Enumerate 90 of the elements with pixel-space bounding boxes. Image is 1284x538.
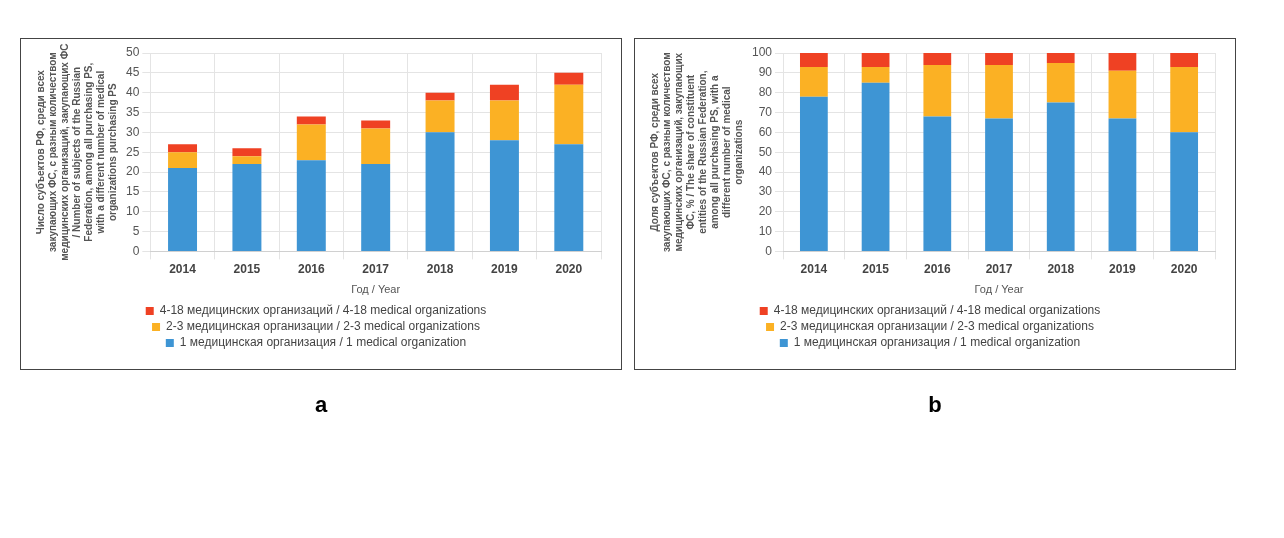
x-tick-label: 2018	[426, 261, 454, 276]
bar	[168, 168, 198, 251]
legend-label: 4-18 медицинских организаций / 4-18 medical organizations	[159, 303, 487, 318]
bar	[489, 100, 519, 141]
bar	[985, 53, 1013, 65]
y-tick-label: 80	[758, 84, 773, 99]
bar	[799, 66, 828, 97]
y-tick-label: 20	[758, 204, 773, 219]
bar	[361, 128, 391, 165]
y-axis-title: Доля субъектов РФ, среди всех закупающих ФС, с разным количеством медицинских организаций, закупающих ФС, % / The share of constituent entities of the Russian Federation, among all purchasing PS, with a different number of medical organizations	[648, 52, 744, 252]
bar	[425, 132, 455, 251]
bar	[1046, 53, 1075, 63]
bar	[985, 64, 1013, 119]
bar	[168, 144, 198, 153]
bar	[232, 164, 262, 251]
x-tick-label: 2019	[491, 261, 519, 276]
x-axis-title: Год / Year	[974, 283, 1024, 296]
bar	[489, 84, 519, 101]
y-tick-label: 50	[758, 144, 773, 159]
bar	[1170, 132, 1199, 251]
x-tick-label: 2017	[985, 261, 1013, 276]
x-tick-label: 2020	[1170, 261, 1198, 276]
legend-label: 1 медицинская организация / 1 medical organization	[793, 335, 1081, 350]
bar	[799, 96, 828, 251]
bar	[296, 116, 326, 125]
bar	[1108, 118, 1137, 251]
bar	[1108, 53, 1137, 71]
bar	[361, 120, 391, 129]
bar	[489, 140, 519, 251]
bar	[554, 84, 584, 145]
legend-label: 4-18 медицинских организаций / 4-18 medical organizations	[773, 303, 1101, 318]
bar	[232, 148, 262, 157]
text: b	[927, 392, 943, 418]
x-tick-label: 2019	[1109, 261, 1137, 276]
y-tick-label: 30	[758, 184, 773, 199]
y-tick-label: 20	[125, 164, 140, 179]
bar	[799, 53, 828, 67]
y-tick-label: 0	[132, 243, 140, 258]
y-tick-label: 35	[125, 104, 140, 119]
x-tick-label: 2015	[233, 261, 261, 276]
bar	[425, 100, 455, 133]
bar	[985, 118, 1013, 251]
y-tick-label: 45	[125, 65, 140, 80]
bar	[1046, 62, 1075, 103]
y-tick-label: 70	[758, 104, 773, 119]
y-axis-title: Число субъектов РФ, среди всех закупающих ФС, с разным количеством медицинских организаций, закупающих ФС / Number of subjects of the Russian Federation, among all purchasing PS, with a different number of medical organizations purchasing PS	[34, 43, 118, 261]
x-tick-label: 2014	[169, 261, 197, 276]
bar	[1046, 102, 1075, 251]
y-tick-label: 40	[758, 164, 773, 179]
bar	[425, 92, 455, 101]
x-tick-label: 2018	[1047, 261, 1075, 276]
legend-label: 2-3 медицинская организации / 2-3 medical organizations	[780, 319, 1094, 334]
bar	[861, 53, 890, 67]
text: a	[313, 392, 329, 418]
bar	[168, 152, 198, 169]
y-tick-label: 10	[125, 204, 140, 219]
y-tick-label: 25	[125, 144, 140, 159]
bar	[361, 164, 391, 251]
y-tick-label: 0	[765, 243, 773, 258]
bar	[1170, 53, 1199, 67]
bar	[923, 116, 952, 251]
x-axis-title: Год / Year	[351, 283, 401, 296]
y-tick-label: 40	[125, 84, 140, 99]
x-tick-label: 2017	[362, 261, 390, 276]
y-tick-label: 10	[758, 223, 773, 238]
x-tick-label: 2016	[923, 261, 951, 276]
y-tick-label: 5	[132, 223, 140, 238]
bar	[296, 160, 326, 251]
bar	[1170, 66, 1199, 133]
x-tick-label: 2014	[800, 261, 828, 276]
y-tick-label: 30	[125, 124, 140, 139]
y-tick-label: 60	[758, 124, 773, 139]
x-tick-label: 2020	[555, 261, 583, 276]
bar	[923, 53, 952, 65]
legend-label: 1 медицинская организация / 1 medical organization	[179, 335, 467, 350]
bar	[554, 144, 584, 251]
bar	[1108, 70, 1137, 119]
bar	[296, 124, 326, 161]
bar	[232, 156, 262, 165]
bar	[861, 82, 890, 251]
legend-label: 2-3 медицинская организации / 2-3 medical organizations	[166, 319, 480, 334]
bar	[923, 64, 952, 117]
x-tick-label: 2015	[862, 261, 890, 276]
y-tick-label: 100	[751, 45, 773, 60]
x-tick-label: 2016	[297, 261, 325, 276]
y-tick-label: 50	[125, 45, 140, 60]
y-tick-label: 15	[125, 184, 140, 199]
y-tick-label: 90	[758, 65, 773, 80]
bar	[554, 72, 584, 85]
bar	[861, 66, 890, 83]
